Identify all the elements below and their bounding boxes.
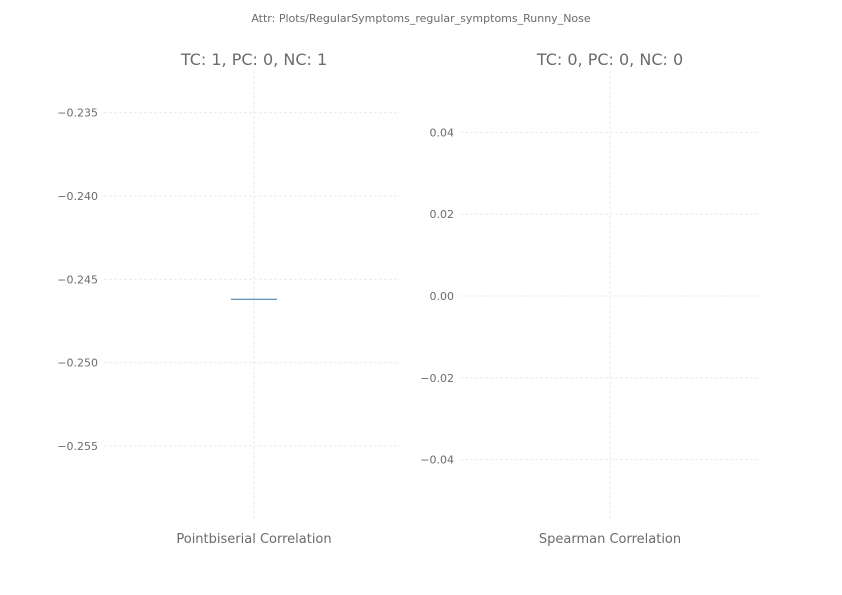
pointbiserial-title: TC: 1, PC: 0, NC: 1 bbox=[180, 50, 327, 69]
pointbiserial-ytick-label: −0.245 bbox=[57, 273, 98, 286]
pointbiserial-ytick-label: −0.240 bbox=[57, 190, 98, 203]
pointbiserial-ytick-label: −0.255 bbox=[57, 440, 98, 453]
spearman-title: TC: 0, PC: 0, NC: 0 bbox=[536, 50, 683, 69]
spearman-panel: TC: 0, PC: 0, NC: 0 0.04 0.02 0.00 −0.02 −0.… bbox=[420, 50, 758, 547]
figure-suptitle: Attr: Plots/RegularSymptoms_regular_symp… bbox=[251, 12, 591, 25]
pointbiserial-ytick-label: −0.235 bbox=[57, 107, 98, 120]
spearman-ytick-label: 0.04 bbox=[430, 126, 455, 139]
spearman-xlabel: Spearman Correlation bbox=[539, 532, 681, 547]
pointbiserial-ytick-label: −0.250 bbox=[57, 357, 98, 370]
spearman-ytick-label: 0.00 bbox=[430, 290, 455, 303]
spearman-ytick-label: −0.02 bbox=[420, 372, 454, 385]
spearman-ytick-label: −0.04 bbox=[420, 454, 454, 467]
spearman-ytick-label: 0.02 bbox=[430, 208, 455, 221]
pointbiserial-xlabel: Pointbiserial Correlation bbox=[176, 532, 331, 547]
pointbiserial-panel: TC: 1, PC: 0, NC: 1 −0.235 −0.240 −0.245 −0… bbox=[57, 50, 401, 547]
